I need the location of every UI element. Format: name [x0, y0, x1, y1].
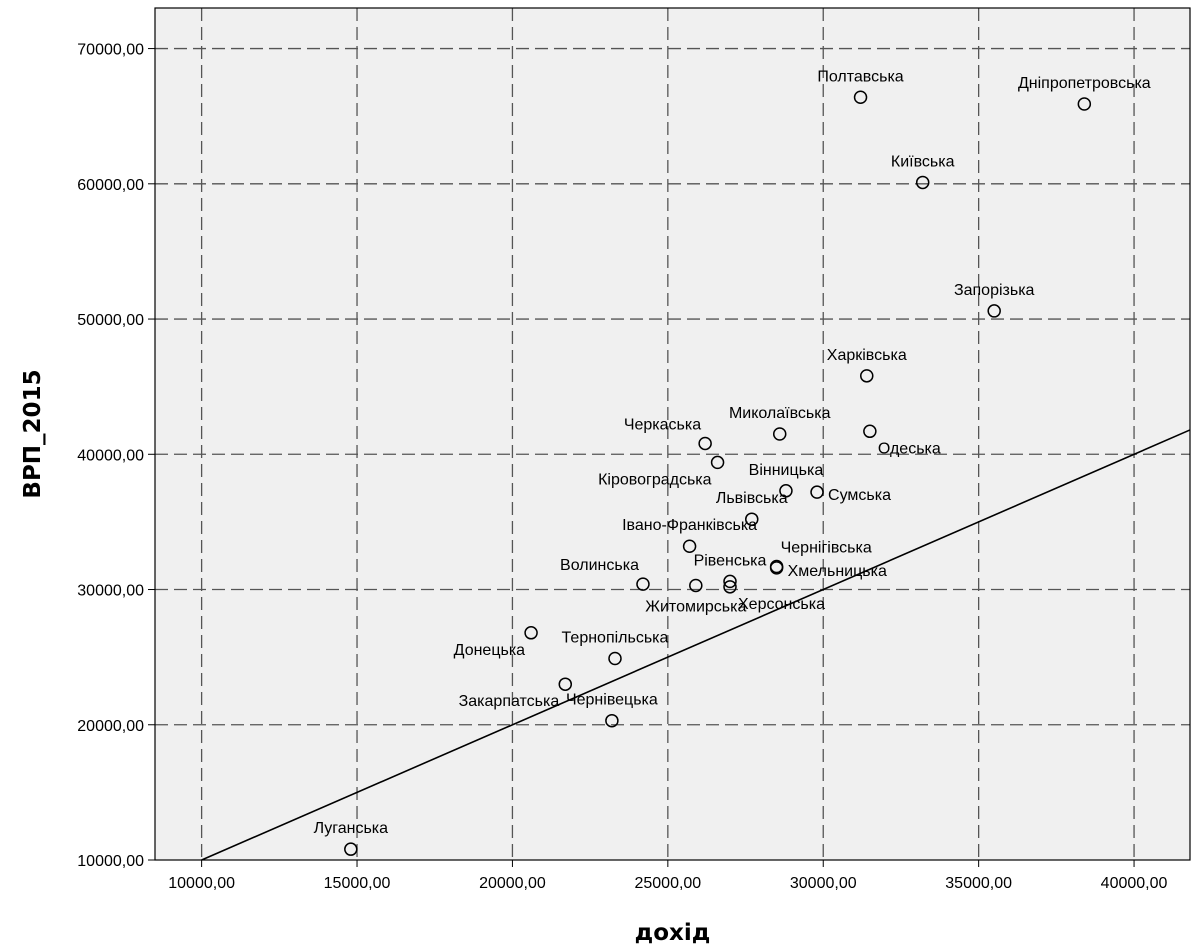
plot-area: [155, 8, 1190, 860]
reference-line: [201, 429, 1191, 861]
point-label: Донецька: [454, 642, 526, 659]
data-point: [810, 485, 824, 499]
y-tick-label: 70000,00: [77, 42, 144, 59]
point-label: Рівенська: [694, 552, 767, 569]
data-point: [723, 580, 737, 594]
data-points: [344, 90, 1092, 856]
x-tick-label: 10000,00: [168, 875, 235, 892]
point-label: Черкаська: [624, 416, 701, 433]
point-label: Сумська: [828, 487, 891, 504]
point-label: Одеська: [878, 440, 941, 457]
data-point: [605, 713, 619, 728]
point-label: Хмельницька: [788, 563, 887, 580]
data-point: [689, 578, 703, 593]
data-point: [987, 304, 1001, 318]
point-label: Київська: [891, 153, 955, 170]
point-label: Закарпатська: [459, 693, 560, 710]
data-point: [698, 436, 712, 451]
point-label: Івано-Франківська: [622, 517, 757, 534]
x-tick-label: 15000,00: [324, 875, 391, 892]
y-tick-label: 20000,00: [77, 718, 144, 735]
y-tick-label: 30000,00: [77, 583, 144, 600]
data-point: [779, 484, 793, 498]
point-label: Харківська: [827, 347, 907, 364]
x-tick-label: 40000,00: [1101, 875, 1168, 892]
point-label: Львівська: [716, 490, 788, 507]
point-label: Херсонська: [738, 596, 825, 613]
point-label: Чернівецька: [566, 692, 658, 709]
data-point: [682, 539, 697, 553]
data-point: [772, 427, 787, 441]
data-point: [344, 842, 358, 856]
y-tick-label: 50000,00: [77, 312, 144, 329]
data-point: [524, 626, 538, 640]
point-label: Полтавська: [817, 68, 903, 85]
data-point: [723, 574, 737, 589]
x-tick-label: 25000,00: [634, 875, 701, 892]
data-point: [860, 369, 874, 383]
data-point: [863, 424, 877, 439]
data-point: [710, 455, 725, 470]
point-label: Волинська: [560, 557, 639, 574]
data-point: [1077, 97, 1092, 111]
data-point: [558, 677, 573, 691]
y-tick-label: 40000,00: [77, 447, 144, 464]
y-axis-title: ВРП_2015: [20, 369, 46, 498]
point-label: Житомирська: [645, 598, 746, 615]
data-point: [769, 561, 784, 575]
point-label: Вінницька: [749, 462, 824, 479]
x-tick-label: 35000,00: [945, 875, 1012, 892]
y-tick-label: 10000,00: [77, 853, 144, 870]
axis-ticks: 10000,00 15000,00 20000,00 25000,00 30000,00…: [77, 42, 1167, 892]
point-label: Чернігівська: [781, 540, 872, 557]
grid-lines: [155, 8, 1190, 860]
data-point: [915, 175, 930, 190]
point-label: Луганська: [314, 820, 389, 837]
point-label: Кіровоградська: [598, 471, 712, 488]
data-point: [608, 651, 622, 666]
x-tick-label: 20000,00: [479, 875, 546, 892]
point-label: Дніпропетровська: [1018, 75, 1151, 92]
y-tick-label: 60000,00: [77, 177, 144, 194]
data-point: [745, 512, 759, 526]
x-axis-title: дохід: [635, 920, 711, 946]
point-label: Миколаївська: [729, 405, 831, 422]
data-point: [636, 577, 650, 591]
point-label: Тернопільська: [562, 629, 669, 646]
data-point: [853, 90, 868, 105]
plot-frame: [154, 7, 1191, 861]
point-label: Запорізька: [954, 282, 1035, 299]
x-tick-label: 30000,00: [790, 875, 857, 892]
point-labels: Полтавська Дніпропетровська Київська Запорі…: [314, 68, 1151, 837]
